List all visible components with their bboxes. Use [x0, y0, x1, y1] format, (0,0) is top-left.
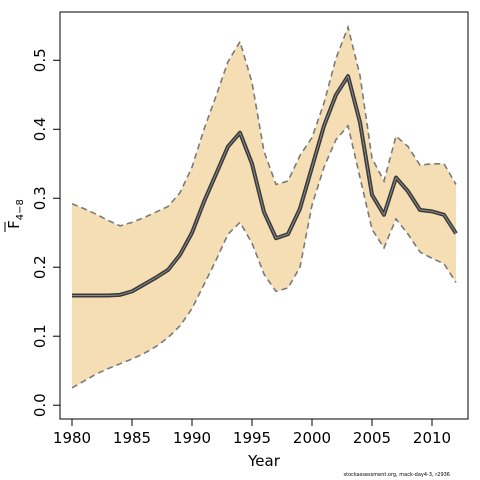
x-tick-label: 1985 — [113, 429, 151, 447]
x-tick-label: 1990 — [173, 429, 211, 447]
y-tick-label: 0.3 — [31, 186, 49, 210]
credit-text: stockassessment.org, mack-day4-3, r2936 — [343, 472, 451, 478]
x-axis-title: Year — [247, 452, 281, 470]
upper-bound-line — [71, 24, 457, 227]
x-axis: 1980 1985 1990 1995 2000 2005 2010 — [53, 418, 451, 447]
series-line-layer — [71, 24, 458, 389]
x-tick-label: 2005 — [353, 429, 391, 447]
estimate-line-inner — [72, 75, 457, 297]
y-axis-title-main: F — [5, 220, 23, 229]
y-axis: 0.0 0.1 0.2 0.3 0.4 0.5 — [31, 48, 61, 417]
y-tick-label: 0.2 — [31, 255, 49, 279]
x-tick-label: 2010 — [413, 429, 451, 447]
y-axis-title: F4−8 — [5, 199, 26, 229]
y-tick-label: 0.1 — [31, 324, 49, 348]
y-tick-label: 0.5 — [31, 48, 49, 72]
x-tick-label: 1980 — [53, 429, 91, 447]
y-axis-title-subscript: 4−8 — [15, 199, 26, 220]
x-tick-label: 1995 — [233, 429, 271, 447]
y-tick-label: 0.0 — [31, 393, 49, 417]
y-tick-label: 0.4 — [31, 117, 49, 141]
x-tick-label: 2000 — [293, 429, 331, 447]
lower-bound-line — [71, 124, 457, 389]
